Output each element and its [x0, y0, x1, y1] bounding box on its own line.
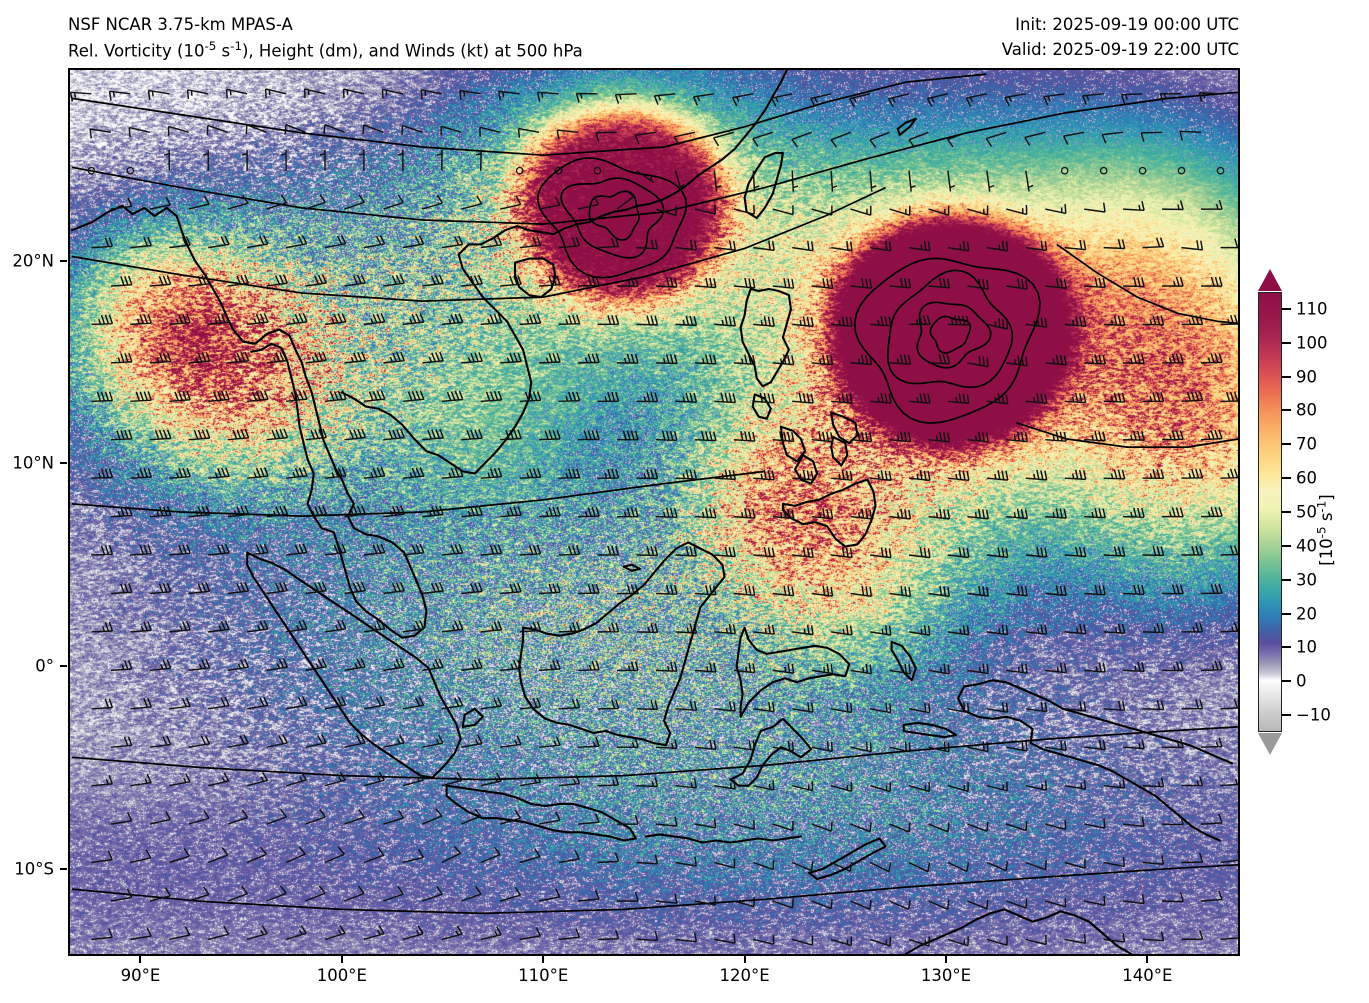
colorbar-tick-mark	[1282, 375, 1291, 378]
colorbar-tick-mark	[1282, 409, 1291, 412]
longitude-tick-label: 110°E	[518, 966, 569, 985]
colorbar-tick-label: 20	[1296, 604, 1317, 624]
field-exponent-2: -1	[230, 38, 242, 53]
field-text-b: s	[216, 41, 231, 61]
colorbar-tick-mark	[1282, 544, 1291, 547]
latitude-tick-mark	[60, 259, 67, 262]
model-name-line: NSF NCAR 3.75-km MPAS-A	[68, 15, 293, 34]
colorbar-tick-label: 70	[1296, 434, 1317, 454]
longitude-tick-label: 100°E	[316, 966, 367, 985]
colorbar-unit-label: [10-5 s-1]	[1314, 494, 1336, 565]
figure-title: NSF NCAR 3.75-km MPAS-A Rel. Vorticity (…	[68, 13, 583, 64]
colorbar-tick-label: 100	[1296, 333, 1328, 353]
colorbar-tick-mark	[1282, 511, 1291, 513]
colorbar-tick-label: 30	[1296, 570, 1317, 590]
unit-exponent-1: -5	[1314, 526, 1329, 539]
longitude-tick-mark	[340, 956, 343, 963]
colorbar-tick-label: 0	[1296, 671, 1307, 691]
latitude-tick-mark	[60, 867, 67, 870]
valid-time-label: Valid: 2025-09-19 22:00 UTC	[1001, 39, 1239, 59]
colorbar[interactable]: −10 0 10 20 30 40 50 60 70 80 90 100 110	[1258, 269, 1331, 755]
colorbar-tick-label: 10	[1296, 637, 1317, 657]
colorbar-tick-label: 80	[1296, 400, 1317, 420]
field-text-c: ), Height (dm), and Winds (kt) at 500 hP…	[242, 41, 583, 61]
run-time-block: Init: 2025-09-19 00:00 UTC Valid: 2025-0…	[1002, 13, 1239, 63]
unit-text-a: [10	[1316, 538, 1336, 566]
longitude-tick-label: 120°E	[719, 966, 770, 985]
latitude-tick-label: 0°	[35, 656, 54, 676]
latitude-tick-label: 10°N	[12, 453, 54, 473]
colorbar-tick-label: 110	[1296, 299, 1328, 319]
colorbar-tick-mark	[1282, 341, 1291, 344]
latitude-tick-label: 20°N	[12, 251, 54, 271]
longitude-tick-mark	[139, 956, 142, 963]
field-text-a: Rel. Vorticity (10	[68, 41, 205, 61]
latitude-tick-mark	[60, 665, 67, 668]
latitude-tick-mark	[60, 462, 67, 465]
longitude-tick-label: 130°E	[920, 966, 972, 985]
colorbar-tick-label: 90	[1296, 367, 1317, 387]
longitude-tick-mark	[1146, 956, 1149, 963]
colorbar-tick-mark	[1282, 578, 1291, 581]
longitude-tick-label: 140°E	[1122, 966, 1173, 985]
colorbar-gradient	[1258, 292, 1282, 732]
colorbar-tick-mark	[1282, 714, 1291, 717]
colorbar-tick-mark	[1282, 443, 1291, 446]
field-description-line: Rel. Vorticity (10-5 s-1), Height (dm), …	[68, 38, 583, 64]
colorbar-tick-mark	[1282, 646, 1291, 649]
latitude-axis: 20°N 10°N 0° 10°S	[0, 0, 67, 1003]
colorbar-tick-mark	[1282, 477, 1291, 480]
longitude-tick-mark	[542, 956, 545, 963]
longitude-tick-mark	[945, 956, 947, 963]
colorbar-tick-label: 60	[1296, 468, 1317, 488]
init-time-label: Init: 2025-09-19 00:00 UTC	[1015, 15, 1239, 34]
colorbar-tick-label: 50	[1296, 502, 1317, 522]
colorbar-tick-mark	[1282, 680, 1291, 683]
colorbar-tick-label: 40	[1296, 536, 1317, 556]
colorbar-tick-mark	[1282, 612, 1291, 615]
unit-text-b: s	[1316, 512, 1336, 527]
unit-exponent-2: -1	[1314, 500, 1329, 513]
longitude-tick-mark	[743, 956, 746, 963]
field-exponent-1: -5	[204, 38, 217, 53]
unit-text-c: ]	[1316, 494, 1336, 501]
colorbar-tick-mark	[1282, 307, 1291, 310]
latitude-tick-label: 10°S	[14, 859, 54, 879]
colorbar-tick-label: −10	[1296, 705, 1331, 725]
longitude-tick-label: 90°E	[120, 966, 161, 985]
